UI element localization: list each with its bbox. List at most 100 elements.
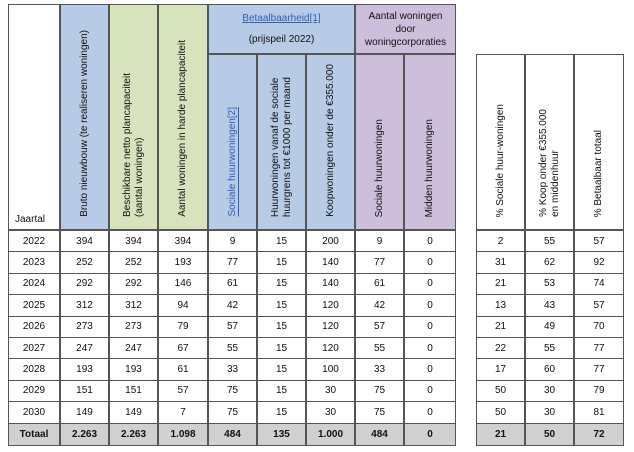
- table-cell-h1000: 15: [257, 272, 306, 296]
- table-cell-h1000: 15: [257, 337, 306, 360]
- table-cell-csoc: 77: [355, 251, 404, 274]
- table-cell-koop: 200: [306, 230, 355, 253]
- total-cell-p2: 50: [525, 422, 574, 446]
- table-cell-h1000: 15: [257, 230, 306, 253]
- corp-midden-header: Midden huurwoningen: [404, 54, 456, 230]
- table-cell-besch: 273: [109, 315, 158, 338]
- table-cell-p1: 22: [476, 337, 525, 360]
- table-cell-p2: 55: [525, 230, 574, 253]
- total-cell-bruto: 2.263: [60, 422, 109, 446]
- table-cell-year: 2025: [8, 294, 60, 317]
- table-cell-koop: 30: [306, 379, 355, 403]
- table-cell-h1000: 15: [257, 294, 306, 317]
- table-cell-p3: 57: [574, 294, 624, 317]
- table-cell-p3: 74: [574, 272, 624, 296]
- table-cell-soc: 9: [208, 230, 257, 253]
- total-cell-koop: 1.000: [306, 422, 355, 446]
- table-cell-p3: 81: [574, 401, 624, 424]
- table-cell-csoc: 61: [355, 272, 404, 296]
- table-cell-p3: 70: [574, 315, 624, 338]
- table-cell-h1000: 15: [257, 251, 306, 274]
- pct-totaal-header-label: % Betaalbaar totaal: [593, 129, 604, 217]
- table-cell-cmid: 0: [404, 358, 456, 381]
- table-cell-koop: 100: [306, 358, 355, 381]
- table-cell-p2: 60: [525, 358, 574, 381]
- total-cell-harde: 1.098: [158, 422, 208, 446]
- sociale-header-label[interactable]: Sociale huurwoningen[2]: [226, 107, 238, 217]
- table-cell-bruto: 151: [60, 379, 109, 403]
- table-cell-besch: 312: [109, 294, 158, 317]
- table-cell-soc: 33: [208, 358, 257, 381]
- table-cell-p3: 92: [574, 251, 624, 274]
- table-cell-p1: 50: [476, 401, 525, 424]
- table-cell-p3: 77: [574, 358, 624, 381]
- table-cell-p1: 50: [476, 379, 525, 403]
- pct-sociale-header: % Sociale huur-woningen: [476, 54, 525, 230]
- table-cell-cmid: 0: [404, 379, 456, 403]
- table-cell-p2: 30: [525, 379, 574, 403]
- table-cell-besch: 252: [109, 251, 158, 274]
- table-cell-cmid: 0: [404, 315, 456, 338]
- table-cell-csoc: 33: [355, 358, 404, 381]
- koop355-header: Koopwoningen onder de €355.000: [306, 54, 355, 230]
- huur1000-header-label: Huurwoningen vanaf de sociale huurgrens …: [269, 76, 293, 217]
- pct-koop-header: % Koop onder €355.000 en middenhuur: [525, 54, 574, 230]
- total-cell-csoc: 484: [355, 422, 404, 446]
- table-cell-csoc: 75: [355, 401, 404, 424]
- pct-koop-header-label: % Koop onder €355.000 en middenhuur: [537, 109, 561, 217]
- table-cell-bruto: 292: [60, 272, 109, 296]
- table-cell-bruto: 273: [60, 315, 109, 338]
- table-cell-p3: 57: [574, 230, 624, 253]
- table-cell-p2: 30: [525, 401, 574, 424]
- table-cell-cmid: 0: [404, 251, 456, 274]
- pct-sociale-header-label: % Sociale huur-woningen: [494, 103, 506, 217]
- table-cell-p1: 21: [476, 272, 525, 296]
- table-cell-soc: 75: [208, 401, 257, 424]
- table-cell-p2: 62: [525, 251, 574, 274]
- corp-sociale-header: Sociale huurwoningen: [355, 54, 404, 230]
- table-cell-p3: 79: [574, 379, 624, 403]
- table-cell-p2: 43: [525, 294, 574, 317]
- betaalbaarheid-link[interactable]: Betaalbaarheid[1]: [242, 13, 321, 24]
- total-cell-h1000: 135: [257, 422, 306, 446]
- table-cell-koop: 120: [306, 315, 355, 338]
- table-cell-p1: 21: [476, 315, 525, 338]
- total-cell-year: Totaal: [8, 422, 60, 446]
- table-cell-bruto: 394: [60, 230, 109, 253]
- table-cell-cmid: 0: [404, 272, 456, 296]
- table-cell-h1000: 15: [257, 358, 306, 381]
- table-cell-harde: 193: [158, 251, 208, 274]
- table-cell-koop: 140: [306, 251, 355, 274]
- table-cell-koop: 120: [306, 337, 355, 360]
- prijspeil-label: (prijspeil 2022): [248, 34, 315, 45]
- table-cell-bruto: 149: [60, 401, 109, 424]
- table-cell-soc: 42: [208, 294, 257, 317]
- table-cell-cmid: 0: [404, 230, 456, 253]
- table-cell-year: 2028: [8, 358, 60, 381]
- table-cell-p2: 49: [525, 315, 574, 338]
- table-cell-p1: 31: [476, 251, 525, 274]
- table-cell-soc: 57: [208, 315, 257, 338]
- table-cell-cmid: 0: [404, 294, 456, 317]
- table-cell-csoc: 75: [355, 379, 404, 403]
- table-cell-h1000: 15: [257, 401, 306, 424]
- table-cell-p1: 13: [476, 294, 525, 317]
- table-cell-year: 2029: [8, 379, 60, 403]
- table-cell-koop: 140: [306, 272, 355, 296]
- total-cell-p3: 72: [574, 422, 624, 446]
- table-cell-csoc: 9: [355, 230, 404, 253]
- koop355-header-label: Koopwoningen onder de €355.000: [324, 64, 336, 217]
- year-header: Jaartal: [8, 4, 60, 230]
- total-cell-soc: 484: [208, 422, 257, 446]
- table-cell-besch: 149: [109, 401, 158, 424]
- table-cell-besch: 292: [109, 272, 158, 296]
- table-cell-csoc: 55: [355, 337, 404, 360]
- total-cell-p1: 21: [476, 422, 525, 446]
- table-cell-harde: 79: [158, 315, 208, 338]
- table-cell-bruto: 193: [60, 358, 109, 381]
- table-cell-besch: 193: [109, 358, 158, 381]
- table-cell-cmid: 0: [404, 337, 456, 360]
- table-cell-bruto: 247: [60, 337, 109, 360]
- table-cell-year: 2030: [8, 401, 60, 424]
- bruto-header-label: Bruto nieuwbouw (te realiseren woningen): [78, 30, 90, 217]
